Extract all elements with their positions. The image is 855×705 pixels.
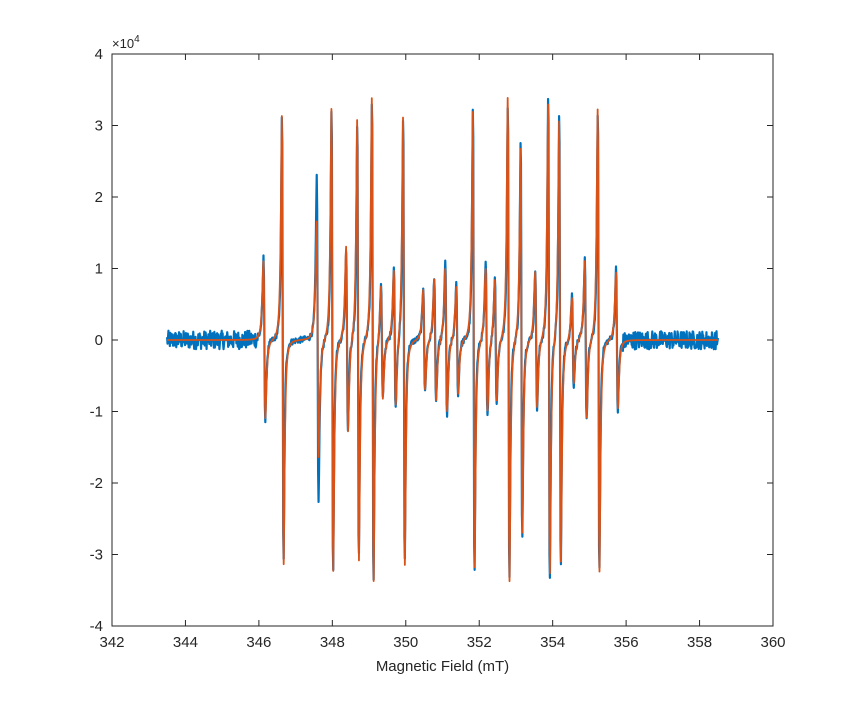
y-axis-exponent-base: ×10 [112, 36, 134, 51]
y-tick-label: -4 [90, 618, 103, 635]
y-tick-label: 0 [95, 332, 103, 349]
x-tick-label: 348 [320, 634, 345, 651]
y-tick-label: 1 [95, 261, 103, 278]
x-tick-label: 350 [393, 634, 418, 651]
y-tick-label: 3 [95, 118, 103, 135]
y-axis-exponent-label: ×104 [112, 34, 140, 51]
x-tick-label: 342 [99, 634, 124, 651]
x-tick-label: 354 [540, 634, 565, 651]
x-axis-title: Magnetic Field (mT) [376, 658, 509, 675]
y-tick-label: -2 [90, 475, 103, 492]
y-axis-exponent-power: 4 [134, 34, 140, 45]
ticks-layer: 342 344 346 348 350 352 354 356 358 360-4-3-2-101… [90, 46, 786, 651]
y-tick-label: -1 [90, 404, 103, 421]
x-tick-label: 346 [246, 634, 271, 651]
x-tick-label: 360 [760, 634, 785, 651]
y-tick-label: 4 [95, 46, 103, 63]
y-tick-label: 2 [95, 189, 103, 206]
x-tick-label: 344 [173, 634, 198, 651]
series-line-fit [166, 97, 719, 583]
x-tick-label: 358 [687, 634, 712, 651]
y-tick-label: -3 [90, 547, 103, 564]
series-layer [165, 97, 720, 583]
x-tick-label: 352 [467, 634, 492, 651]
x-tick-label: 356 [614, 634, 639, 651]
